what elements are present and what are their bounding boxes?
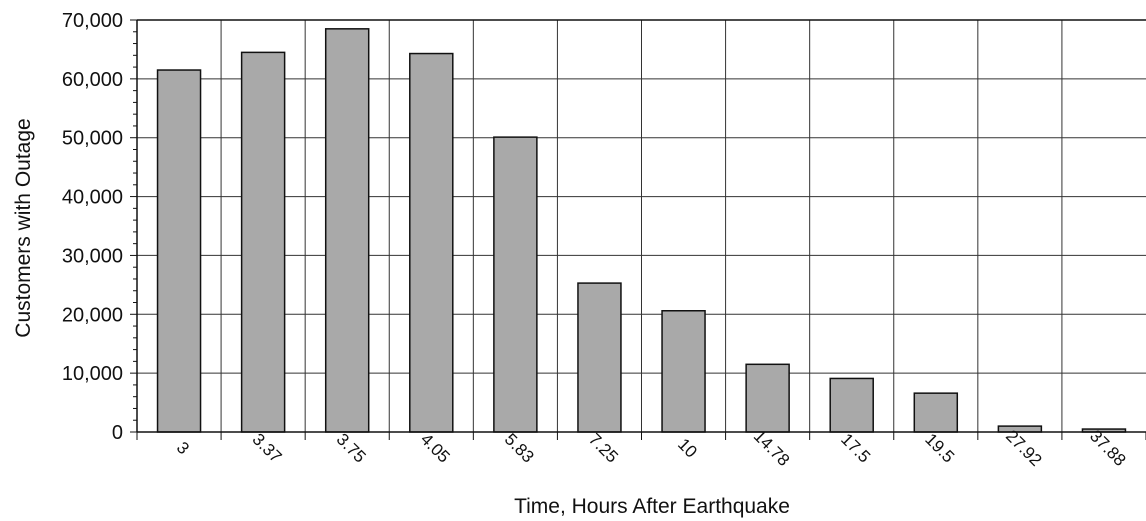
x-tick-label: 10 [674,435,701,462]
bar [577,282,622,433]
bar [829,377,874,433]
bars-layer [156,28,1127,433]
x-tick-label: 5.83 [501,430,538,467]
bar [409,52,454,433]
y-tick-label: 60,000 [62,69,123,91]
x-tick-label: 3 [173,438,193,458]
x-tick-label: 27.92 [1002,426,1046,470]
x-axis-title: Time, Hours After Earthquake [514,495,790,518]
y-axis-title: Customers with Outage [12,118,35,337]
y-tick-label: 0 [112,422,123,444]
y-tick-label: 10,000 [62,363,123,385]
bar [240,51,286,433]
bar [745,363,790,433]
x-tick-label: 3.75 [333,430,370,467]
x-tick-label: 7.25 [585,430,622,467]
x-tick-label: 4.05 [417,430,454,467]
bar [493,136,538,433]
y-tick-label: 70,000 [62,10,123,32]
x-tick-label: 37.88 [1086,426,1130,470]
bar [661,310,706,433]
y-tick-label: 20,000 [62,304,123,326]
x-tick-label: 19.5 [921,430,958,467]
bar [913,392,959,433]
bar [156,69,202,433]
x-tick-label: 17.5 [837,430,874,467]
y-tick-label: 30,000 [62,245,123,267]
grid-layer [137,19,1146,432]
axes-layer [130,19,1146,440]
bar [324,28,370,433]
y-tick-label: 40,000 [62,187,123,209]
y-tick-label: 50,000 [62,128,123,150]
x-tick-label: 14.78 [750,426,794,470]
x-tick-label: 3.37 [249,430,286,467]
